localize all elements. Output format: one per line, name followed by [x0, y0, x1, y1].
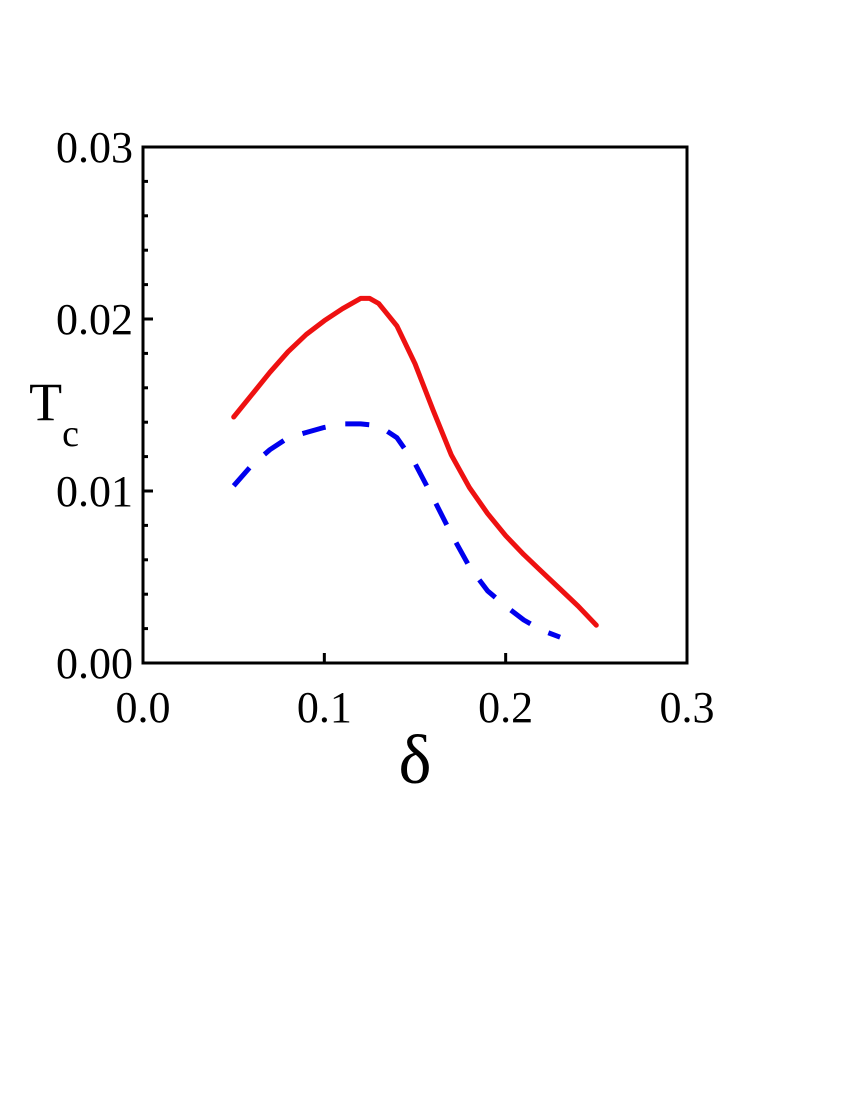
y-axis-label: Tc — [29, 372, 79, 455]
y-tick-label: 0.02 — [56, 295, 133, 344]
series-line-2-dashed — [231, 421, 561, 640]
labels-layer: 0.00 0.01 0.02 0.03 0.0 0.1 0.2 0.3 — [56, 123, 715, 732]
y-axis-label-main: T — [29, 372, 62, 432]
y-axis-label-subscript: c — [62, 413, 79, 455]
series-line-1-solid — [231, 295, 599, 628]
x-tick-label: 0.2 — [478, 683, 533, 732]
x-axis-label: δ — [399, 722, 432, 799]
x-tick-label: 0.1 — [297, 683, 352, 732]
y-tick-label: 0.01 — [56, 467, 133, 516]
ticks-layer — [143, 179, 508, 663]
y-tick-label: 0.00 — [56, 639, 133, 688]
x-tick-label: 0.3 — [660, 683, 715, 732]
series-layer — [231, 295, 599, 640]
plot-frame — [141, 145, 689, 665]
x-tick-label: 0.0 — [116, 683, 171, 732]
y-tick-label: 0.03 — [56, 123, 133, 172]
